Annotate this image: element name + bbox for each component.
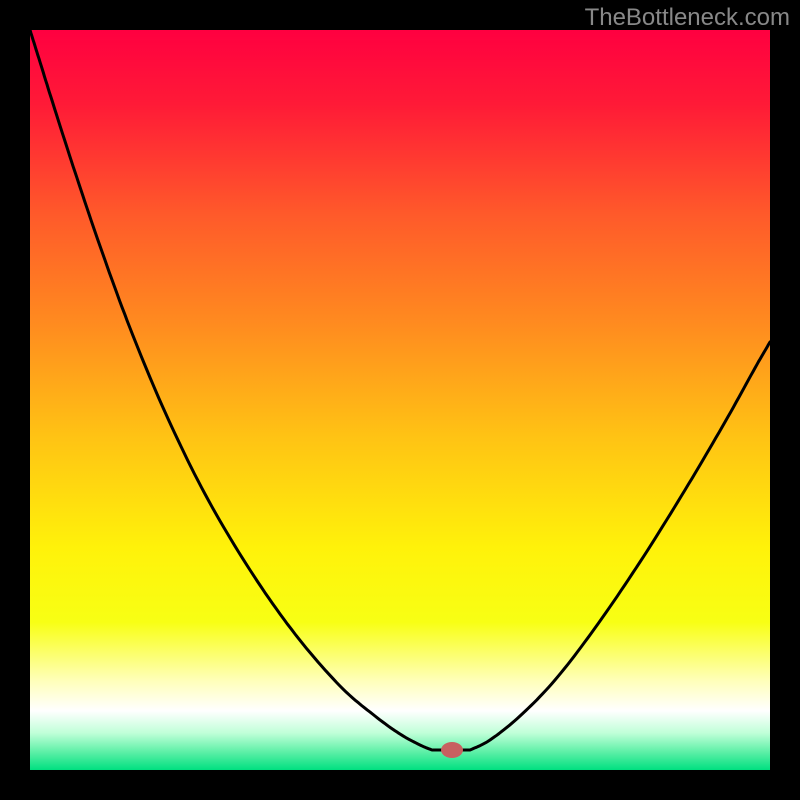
chart-container: TheBottleneck.com: [0, 0, 800, 800]
optimum-marker: [441, 742, 463, 758]
plot-background: [30, 30, 770, 770]
watermark-text: TheBottleneck.com: [585, 4, 790, 32]
bottleneck-chart: [0, 0, 800, 800]
